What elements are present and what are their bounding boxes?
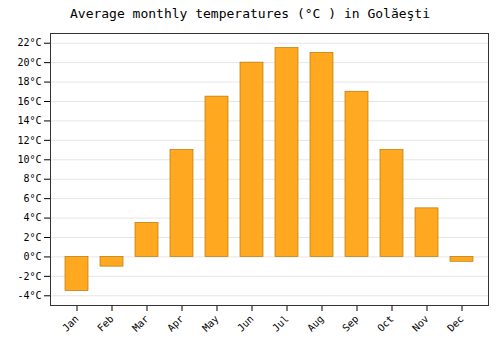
svg-text:Mar: Mar xyxy=(130,313,151,334)
svg-text:18°C: 18°C xyxy=(17,76,41,87)
svg-text:12°C: 12°C xyxy=(17,135,41,146)
svg-text:22°C: 22°C xyxy=(17,37,41,48)
svg-text:Jan: Jan xyxy=(60,313,81,334)
svg-text:Jul: Jul xyxy=(270,313,291,334)
svg-text:2°C: 2°C xyxy=(23,232,41,243)
svg-text:Aug: Aug xyxy=(305,313,326,334)
svg-text:May: May xyxy=(200,313,221,334)
svg-text:Feb: Feb xyxy=(95,313,116,334)
svg-text:Dec: Dec xyxy=(445,313,466,334)
svg-text:4°C: 4°C xyxy=(23,212,41,223)
svg-text:16°C: 16°C xyxy=(17,96,41,107)
svg-text:14°C: 14°C xyxy=(17,115,41,126)
svg-text:Jun: Jun xyxy=(235,313,256,334)
svg-text:Nov: Nov xyxy=(410,313,431,334)
svg-text:20°C: 20°C xyxy=(17,57,41,68)
svg-text:8°C: 8°C xyxy=(23,173,41,184)
svg-text:Apr: Apr xyxy=(165,313,186,334)
svg-text:-2°C: -2°C xyxy=(17,271,41,282)
svg-text:-4°C: -4°C xyxy=(17,290,41,301)
svg-text:Sep: Sep xyxy=(340,313,361,334)
svg-text:6°C: 6°C xyxy=(23,193,41,204)
svg-text:10°C: 10°C xyxy=(17,154,41,165)
svg-text:0°C: 0°C xyxy=(23,251,41,262)
html-text:Average monthly temperatures (: Average monthly temperatures (°C ) in Go… xyxy=(70,6,430,21)
svg-text:Oct: Oct xyxy=(375,313,396,334)
